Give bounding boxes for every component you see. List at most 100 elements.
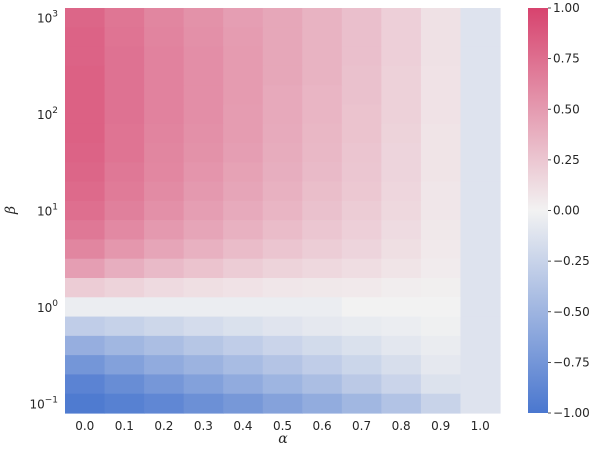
heatmap-cell bbox=[144, 46, 185, 67]
heatmap-cell bbox=[302, 27, 343, 48]
colorbar-ticks: 1.00 0.75 0.50 0.25 0.00 −0.25 −0.50 −0.75 −1.00 bbox=[548, 1, 590, 420]
heatmap-cell bbox=[223, 162, 264, 183]
heatmap-cell bbox=[144, 181, 185, 202]
heatmap-cell bbox=[183, 200, 224, 221]
heatmap-cell bbox=[381, 46, 422, 67]
heatmap-cell bbox=[183, 335, 224, 356]
heatmap-cell bbox=[420, 8, 462, 28]
heatmap-cell bbox=[262, 374, 303, 395]
heatmap-cell bbox=[381, 258, 422, 279]
heatmap-cell bbox=[183, 46, 224, 67]
heatmap-cell bbox=[262, 316, 303, 337]
heatmap-cell bbox=[460, 200, 501, 221]
x-tick-label: 0.7 bbox=[352, 419, 371, 433]
heatmap-cell bbox=[104, 85, 145, 106]
heatmap-cell bbox=[183, 104, 224, 125]
heatmap-cell bbox=[65, 8, 106, 28]
heatmap-cell bbox=[223, 104, 264, 125]
heatmap-cell bbox=[65, 258, 106, 279]
heatmap-cell bbox=[223, 200, 264, 221]
heatmap-cell bbox=[302, 355, 343, 376]
heatmap-cell bbox=[381, 162, 422, 183]
heatmap-cell bbox=[223, 297, 264, 318]
heatmap-cell bbox=[144, 104, 185, 125]
colorbar-tick-label: −1.00 bbox=[553, 406, 590, 420]
heatmap-cell bbox=[302, 65, 343, 86]
heatmap-cell bbox=[302, 104, 343, 125]
heatmap-cell bbox=[460, 278, 501, 298]
heatmap-cell bbox=[302, 123, 343, 144]
x-axis-label: α bbox=[278, 431, 288, 447]
heatmap-cell bbox=[341, 374, 382, 395]
heatmap-cell bbox=[183, 143, 224, 163]
heatmap-cell bbox=[341, 239, 382, 260]
heatmap-cell bbox=[341, 200, 382, 221]
heatmap-cell bbox=[420, 258, 462, 279]
heatmap-cell bbox=[460, 27, 501, 48]
heatmap-cell bbox=[104, 143, 145, 163]
heatmap-cell bbox=[420, 393, 462, 414]
heatmap-cell bbox=[341, 316, 382, 337]
heatmap-cell bbox=[420, 355, 462, 376]
x-tick-label: 1.0 bbox=[471, 419, 490, 433]
heatmap-cell bbox=[262, 104, 303, 125]
heatmap-cell bbox=[420, 143, 462, 163]
heatmap-cell bbox=[381, 123, 422, 144]
heatmap-cell bbox=[223, 181, 264, 202]
heatmap-cell bbox=[460, 374, 501, 395]
heatmap-cell bbox=[183, 8, 224, 28]
heatmap-cell bbox=[144, 65, 185, 86]
heatmap-cell bbox=[65, 65, 106, 86]
heatmap-cell bbox=[65, 278, 106, 298]
heatmap-cell bbox=[420, 239, 462, 260]
heatmap-cell bbox=[302, 374, 343, 395]
heatmap-cell bbox=[420, 123, 462, 144]
heatmap-cell bbox=[223, 46, 264, 67]
heatmap-cell bbox=[460, 297, 501, 318]
heatmap-cell bbox=[65, 143, 106, 163]
heatmap-cell bbox=[302, 143, 343, 163]
heatmap-cell bbox=[104, 374, 145, 395]
heatmap-cell bbox=[223, 8, 264, 28]
heatmap-cell bbox=[262, 85, 303, 106]
heatmap-cell bbox=[302, 220, 343, 241]
heatmap-cell bbox=[223, 316, 264, 337]
heatmap-cell bbox=[223, 335, 264, 356]
heatmap-cell bbox=[302, 85, 343, 106]
colorbar bbox=[528, 8, 548, 413]
heatmap-cell bbox=[460, 258, 501, 279]
heatmap-cell bbox=[381, 355, 422, 376]
heatmap-cell bbox=[223, 27, 264, 48]
heatmap-cell bbox=[104, 316, 145, 337]
heatmap-cell bbox=[104, 200, 145, 221]
heatmap-cell bbox=[381, 374, 422, 395]
heatmap-cell bbox=[104, 278, 145, 298]
heatmap-cell bbox=[302, 200, 343, 221]
heatmap-cell bbox=[460, 123, 501, 144]
heatmap-cell bbox=[302, 8, 343, 28]
y-tick-label: 100 bbox=[37, 299, 58, 315]
heatmap-cell bbox=[144, 374, 185, 395]
heatmap-cell bbox=[262, 27, 303, 48]
heatmap-cell bbox=[420, 374, 462, 395]
heatmap-cell bbox=[223, 143, 264, 163]
heatmap-cell bbox=[104, 123, 145, 144]
heatmap-cell bbox=[104, 181, 145, 202]
heatmap-cell bbox=[223, 85, 264, 106]
heatmap-cell bbox=[420, 162, 462, 183]
heatmap-cell bbox=[104, 335, 145, 356]
heatmap-cell bbox=[104, 220, 145, 241]
heatmap-cell bbox=[262, 297, 303, 318]
heatmap-cell bbox=[302, 162, 343, 183]
heatmap-cell bbox=[223, 355, 264, 376]
heatmap-cell bbox=[341, 65, 382, 86]
heatmap-cell bbox=[381, 393, 422, 414]
x-tick-label: 0.3 bbox=[194, 419, 213, 433]
heatmap-cell bbox=[183, 316, 224, 337]
heatmap-cell bbox=[144, 123, 185, 144]
heatmap-cell bbox=[262, 239, 303, 260]
heatmap-cell bbox=[420, 104, 462, 125]
heatmap-cell bbox=[65, 220, 106, 241]
heatmap-cell bbox=[104, 104, 145, 125]
heatmap-cell bbox=[460, 316, 501, 337]
